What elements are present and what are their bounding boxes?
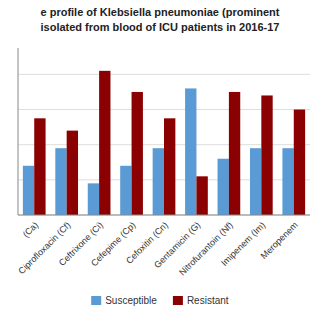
chart: e profile of Klebsiella pneumoniae (prom… (0, 0, 320, 320)
bar (185, 88, 196, 215)
bar (23, 166, 34, 215)
legend-swatch (91, 296, 101, 305)
legend-swatch (173, 296, 183, 305)
subtitle: isolated from blood of ICU patients in 2… (41, 21, 280, 33)
bar (250, 148, 261, 215)
bar (88, 183, 99, 215)
x-tick-label: Imipenem (Im) (219, 220, 267, 268)
bar (55, 148, 66, 215)
bar (120, 166, 131, 215)
legend-label: Susceptible (105, 295, 157, 306)
legend-label: Resistant (187, 295, 229, 306)
bar (196, 176, 207, 215)
bar (294, 110, 305, 215)
bar (261, 95, 272, 215)
grid-line (18, 215, 310, 216)
bar (132, 92, 143, 215)
title: e profile of Klebsiella pneumoniae (prom… (41, 6, 280, 18)
bar (67, 131, 78, 215)
bar (99, 71, 110, 215)
x-tick-label: Meropenem (259, 220, 300, 261)
grid-line (18, 74, 310, 75)
bar (34, 118, 45, 215)
legend: Susceptible Resistant (91, 295, 229, 306)
bar (164, 118, 175, 215)
bar (153, 148, 164, 215)
x-axis-line (18, 215, 310, 216)
bar (282, 148, 293, 215)
y-axis-line (18, 48, 19, 215)
bars (23, 71, 305, 215)
x-tick-label: (Ca) (21, 220, 40, 239)
bar (218, 159, 229, 215)
bar (229, 92, 240, 215)
x-tick-label: Nitrofurantoin (Nf) (177, 220, 235, 278)
